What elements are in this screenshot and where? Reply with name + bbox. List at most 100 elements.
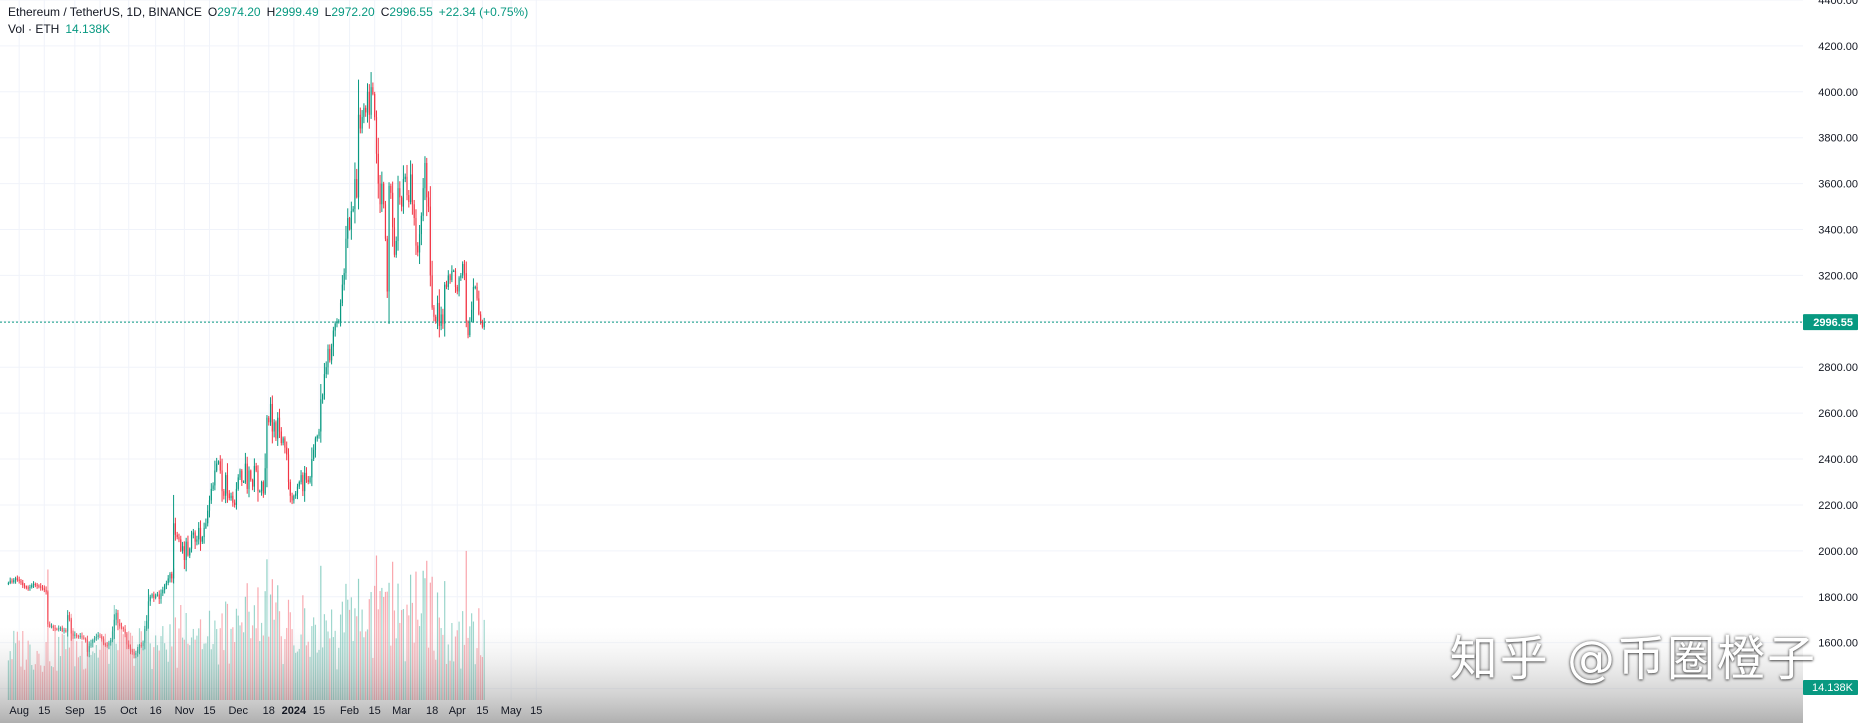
x-tick-label: 18 xyxy=(263,705,275,717)
candle-body xyxy=(406,176,408,196)
candle-body xyxy=(217,461,220,464)
ohlc-high: H2999.49 xyxy=(267,4,319,21)
y-tick-label: 1800.00 xyxy=(1818,592,1858,604)
candle-body xyxy=(465,273,467,322)
candle-body xyxy=(244,463,247,482)
candle-body xyxy=(447,275,449,287)
ohlc-low-key: L xyxy=(324,5,332,19)
candle-body xyxy=(284,438,286,448)
candle-body xyxy=(260,482,263,492)
candle-body xyxy=(192,532,194,535)
candle-body xyxy=(436,302,439,322)
candle-body xyxy=(208,500,211,511)
price-axis[interactable]: 1400.001600.001800.002000.002200.002400.… xyxy=(1818,0,1858,696)
ohlc-open-key: O xyxy=(207,5,218,19)
candle-body xyxy=(239,470,241,478)
x-tick-label: 2024 xyxy=(282,705,307,717)
candle-body xyxy=(313,449,315,460)
x-tick-label: May xyxy=(501,705,522,717)
candle-body xyxy=(305,472,308,480)
candle-body xyxy=(223,491,225,496)
candle-body xyxy=(359,114,361,129)
candle-body xyxy=(237,477,239,489)
candle-body xyxy=(438,302,440,326)
candle-body xyxy=(314,438,317,450)
candle-body xyxy=(287,454,290,482)
candle-body xyxy=(248,470,250,489)
candle-body xyxy=(250,470,252,480)
candle-body xyxy=(420,215,422,235)
candle-body xyxy=(413,204,415,219)
candle-body xyxy=(300,475,302,482)
candle-body xyxy=(201,537,203,542)
candle-body xyxy=(481,321,484,328)
candle-body xyxy=(183,546,185,561)
candle-body xyxy=(435,316,437,322)
candle-body xyxy=(480,314,482,322)
candle-body xyxy=(241,470,243,482)
candle-body xyxy=(269,403,272,423)
candle-body xyxy=(469,321,471,336)
y-tick-label: 3200.00 xyxy=(1818,270,1858,282)
candle-body xyxy=(235,488,238,505)
last-volume-tag xyxy=(1803,680,1858,695)
candle-body xyxy=(329,348,331,361)
candle-body xyxy=(225,475,227,496)
candle-body xyxy=(422,188,424,216)
ohlc-close-value: 2996.55 xyxy=(389,5,433,19)
candle-body xyxy=(257,470,259,492)
y-tick-label: 4200.00 xyxy=(1818,41,1858,53)
candle-body xyxy=(332,330,334,347)
candle-body xyxy=(278,417,281,432)
candle-body xyxy=(377,153,379,184)
candle-body xyxy=(393,227,396,255)
candle-body xyxy=(174,523,176,535)
candle-body xyxy=(196,539,198,542)
candle-body xyxy=(230,495,232,499)
volume-label[interactable]: Vol · ETH xyxy=(8,22,60,36)
x-tick-label: 15 xyxy=(38,705,50,717)
x-tick-label: 18 xyxy=(426,705,438,717)
candle-body xyxy=(334,323,336,331)
candle-body xyxy=(298,482,300,487)
y-tick-label: 2600.00 xyxy=(1818,408,1858,420)
candle-body xyxy=(460,275,462,278)
candle-body xyxy=(221,470,223,492)
candle-body xyxy=(178,537,180,540)
last-price-label: 2996.55 14.138K xyxy=(1803,314,1858,695)
candle-body xyxy=(322,394,324,400)
candle-body xyxy=(424,162,426,189)
candle-body xyxy=(210,488,212,501)
candle-body xyxy=(295,493,297,496)
x-tick-label: Feb xyxy=(340,705,359,717)
candle-body xyxy=(234,502,236,505)
candle-body xyxy=(372,87,374,95)
candle-body xyxy=(286,447,288,455)
candle-body xyxy=(427,197,430,207)
price-change: +22.34 (+0.75%) xyxy=(438,5,529,19)
candle-body xyxy=(390,185,392,193)
y-tick-label: 3800.00 xyxy=(1818,133,1858,145)
x-tick-label: Apr xyxy=(449,705,466,717)
volume-value: 14.138K xyxy=(65,22,111,36)
candle-body xyxy=(352,208,354,212)
candle-body xyxy=(354,179,356,209)
candle-body xyxy=(243,482,245,483)
candle-body xyxy=(451,270,453,281)
candle-body xyxy=(264,468,266,494)
candle-body xyxy=(463,263,466,274)
last-price-tag xyxy=(1803,314,1858,331)
ohlc-high-value: 2999.49 xyxy=(275,5,319,19)
candle-body xyxy=(214,470,216,486)
time-axis[interactable]: Aug 15 Sep 15 Oct 16 Nov 15 Dec 18 2024 15 Feb 15 Mar 1… xyxy=(9,705,542,717)
candle-body xyxy=(187,541,189,556)
ohlc-row: Ethereum / TetherUS, 1D, BINANCE O2974.2… xyxy=(8,4,528,21)
candle-body xyxy=(207,510,209,524)
symbol-title[interactable]: Ethereum / TetherUS, 1D, BINANCE xyxy=(8,5,202,19)
candle-body xyxy=(474,286,476,288)
candle-body xyxy=(273,422,275,432)
candle-body xyxy=(418,234,421,253)
candle-body xyxy=(408,195,410,202)
